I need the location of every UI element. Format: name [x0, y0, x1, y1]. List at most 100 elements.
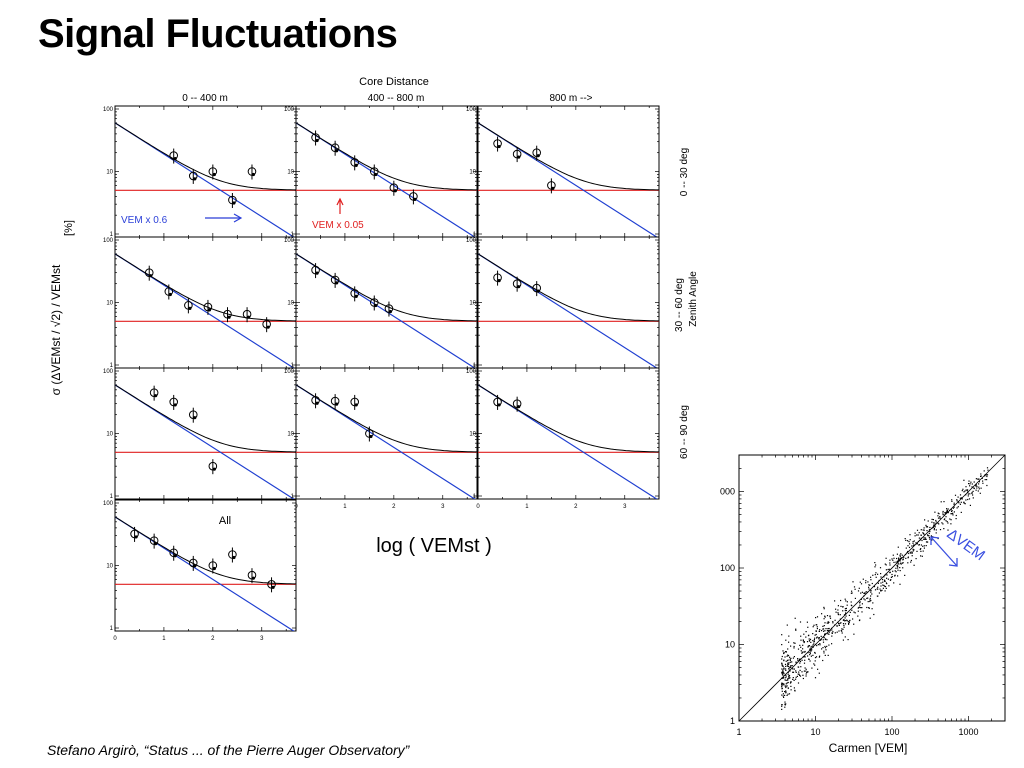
- scatter-point: [975, 484, 977, 486]
- scatter-point: [958, 502, 960, 504]
- scatter-point: [967, 491, 969, 493]
- scatter-point: [840, 605, 842, 607]
- scatter-point: [818, 637, 820, 639]
- data-point: [330, 394, 340, 410]
- row-group-title: Zenith Angle: [688, 271, 699, 327]
- open-marker: [130, 529, 139, 539]
- panel-frame: [114, 105, 297, 238]
- scatter-point: [789, 670, 791, 672]
- filled-marker: [335, 149, 339, 153]
- scatter-point: [905, 547, 907, 549]
- scatter-point: [931, 518, 933, 520]
- scatter-point: [814, 664, 816, 666]
- scatter-point: [887, 578, 889, 580]
- scatter-point: [807, 671, 809, 673]
- scatter-point: [951, 500, 953, 502]
- scatter-point: [874, 566, 876, 568]
- data-point: [169, 148, 179, 164]
- scatter-point: [834, 624, 836, 626]
- scatter-point: [899, 557, 902, 560]
- page-title: Signal Fluctuations: [38, 12, 398, 56]
- scatter-point: [859, 581, 861, 583]
- scatter-point: [854, 588, 856, 590]
- filled-marker: [271, 585, 275, 589]
- scatter-point: [818, 672, 820, 674]
- scatter-point: [909, 534, 911, 536]
- data-point: [149, 533, 159, 549]
- open-marker: [311, 265, 320, 275]
- scatter-point: [782, 695, 784, 697]
- data-point: [512, 276, 522, 292]
- scatter-point: [852, 581, 854, 583]
- scatter-point: [897, 560, 899, 562]
- scatter-point: [800, 650, 802, 652]
- open-marker: [350, 289, 360, 298]
- y-tick-label: 10: [106, 301, 113, 307]
- open-marker: [208, 561, 218, 570]
- scatter-point: [831, 635, 833, 637]
- y-axis-unit: [%]: [63, 220, 75, 236]
- scatter-point: [923, 538, 925, 540]
- scatter-point: [853, 623, 855, 625]
- scatter-point: [823, 636, 825, 638]
- scatter-point: [967, 498, 969, 501]
- scatter-point: [955, 514, 957, 517]
- scatter-point: [837, 605, 839, 607]
- y-tick-label: 10: [469, 432, 476, 438]
- scatter-y-tick-label: 1: [730, 716, 735, 726]
- filled-marker: [173, 403, 177, 407]
- scatter-point: [929, 538, 931, 540]
- scatter-point: [787, 665, 789, 667]
- scatter-point: [910, 559, 912, 562]
- scatter-point: [891, 576, 893, 578]
- open-marker: [242, 309, 252, 319]
- open-marker: [247, 167, 257, 176]
- scatter-point: [887, 568, 889, 571]
- scatter-point: [814, 652, 816, 654]
- data-point: [188, 168, 198, 184]
- scatter-point: [785, 690, 787, 692]
- scatter-point: [939, 529, 942, 531]
- scatter-point: [802, 656, 804, 658]
- scatter-point: [946, 509, 948, 511]
- open-marker: [223, 309, 232, 319]
- column-label-0: 0 -- 400 m: [182, 93, 228, 104]
- scatter-point: [788, 663, 790, 665]
- scatter-point: [842, 623, 845, 625]
- filled-marker: [207, 308, 212, 312]
- scatter-point: [809, 648, 811, 650]
- scatter-point: [949, 518, 951, 520]
- open-marker: [208, 461, 218, 471]
- scatter-point: [829, 617, 832, 619]
- scatter-point: [890, 579, 892, 581]
- scatter-point: [812, 640, 814, 642]
- scatter-point: [971, 486, 973, 488]
- scatter-point: [885, 564, 887, 566]
- scatter-point: [902, 559, 904, 561]
- scatter-point: [803, 662, 806, 664]
- scatter-point: [799, 675, 802, 677]
- scatter-point: [910, 552, 912, 554]
- scatter-point: [786, 660, 789, 662]
- scatter-point: [882, 587, 884, 589]
- scatter-point: [781, 686, 783, 688]
- scatter-point: [924, 538, 926, 540]
- open-marker: [389, 183, 399, 193]
- scatter-point: [922, 550, 924, 552]
- scatter-point: [797, 658, 799, 660]
- scatter-point: [795, 670, 797, 672]
- scatter-point: [807, 646, 809, 648]
- scatter-point: [909, 539, 911, 541]
- data-point: [311, 263, 320, 279]
- scatter-point: [907, 562, 909, 564]
- scatter-point: [807, 655, 809, 657]
- scatter-point: [804, 659, 806, 661]
- filled-marker: [374, 172, 378, 177]
- scatter-point: [952, 514, 954, 516]
- filled-marker: [251, 172, 256, 177]
- scatter-point: [805, 631, 807, 633]
- data-point: [369, 295, 379, 311]
- scatter-point: [868, 584, 870, 586]
- open-marker: [330, 396, 340, 406]
- x-tick-label: 2: [574, 504, 578, 510]
